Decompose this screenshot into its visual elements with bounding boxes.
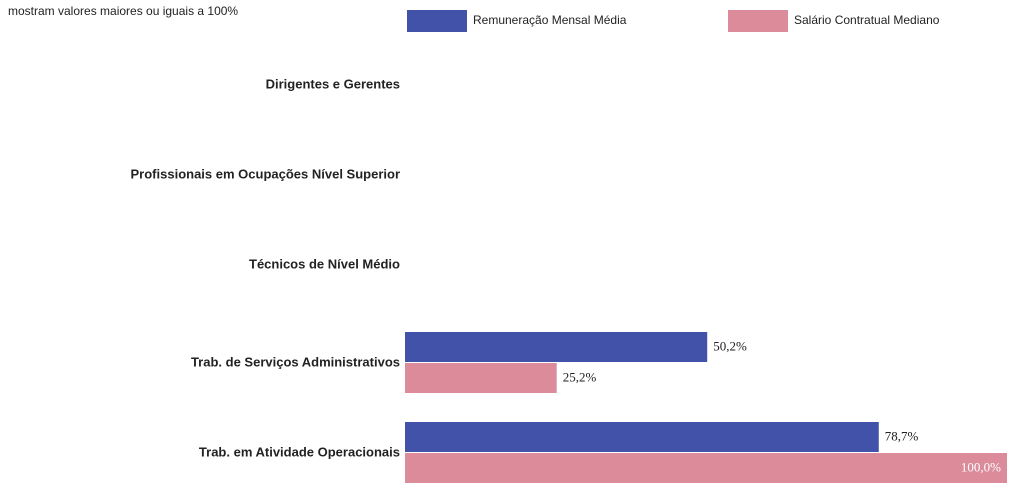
bar xyxy=(405,453,1007,483)
value-label: 25,2% xyxy=(563,369,597,384)
value-label: 100,0% xyxy=(961,459,1001,474)
bar xyxy=(405,332,708,362)
bar xyxy=(405,422,879,452)
bar xyxy=(405,363,557,393)
category-label: Trab. de Serviços Administrativos xyxy=(191,354,400,369)
value-label: 50,2% xyxy=(713,338,747,353)
legend-label: Remuneração Mensal Média xyxy=(473,13,627,27)
legend-swatch xyxy=(728,10,788,32)
legend-label: Salário Contratual Mediano xyxy=(794,13,940,27)
value-label: 78,7% xyxy=(885,428,919,443)
category-label: Profissionais em Ocupações Nível Superio… xyxy=(131,166,400,181)
legend-swatch xyxy=(407,10,467,32)
category-label: Trab. em Atividade Operacionais xyxy=(199,444,400,459)
category-label: Técnicos de Nível Médio xyxy=(249,256,400,271)
category-label: Dirigentes e Gerentes xyxy=(266,76,400,91)
chart-subtitle: mostram valores maiores ou iguais a 100% xyxy=(8,4,238,18)
